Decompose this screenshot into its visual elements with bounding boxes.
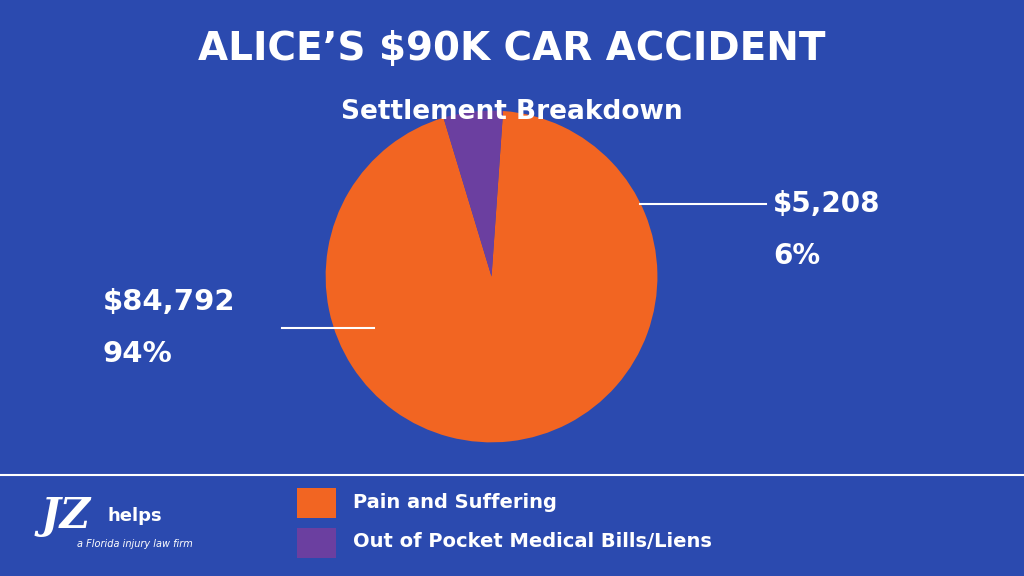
Text: Out of Pocket Medical Bills/Liens: Out of Pocket Medical Bills/Liens bbox=[353, 532, 712, 551]
Text: Settlement Breakdown: Settlement Breakdown bbox=[341, 99, 683, 126]
Text: Pain and Suffering: Pain and Suffering bbox=[353, 493, 557, 511]
Wedge shape bbox=[326, 111, 657, 442]
Text: a Florida injury law firm: a Florida injury law firm bbox=[77, 539, 193, 550]
Text: $84,792: $84,792 bbox=[102, 289, 234, 316]
Text: JZ: JZ bbox=[41, 495, 91, 536]
Text: ALICE’S $90K CAR ACCIDENT: ALICE’S $90K CAR ACCIDENT bbox=[199, 30, 825, 68]
Text: helps: helps bbox=[108, 506, 162, 525]
Text: 6%: 6% bbox=[773, 242, 820, 270]
Text: 94%: 94% bbox=[102, 340, 172, 368]
Text: $5,208: $5,208 bbox=[773, 191, 881, 218]
Wedge shape bbox=[443, 111, 503, 276]
